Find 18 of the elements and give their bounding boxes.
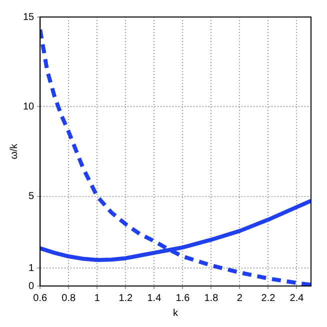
x-tick-label: 0.6 <box>33 292 48 304</box>
y-tick-label: 0 <box>28 280 35 292</box>
x-tick-label: 2.2 <box>261 292 276 304</box>
y-tick-label: 1 <box>28 262 35 274</box>
y-axis-title: ω/k <box>8 142 20 160</box>
x-tick-label: 2.4 <box>290 292 304 304</box>
line-series <box>40 28 311 286</box>
x-tick-label: 2 <box>236 292 243 304</box>
x-tick-label: 1.8 <box>204 292 219 304</box>
y-tick-label: 5 <box>28 191 35 202</box>
x-tick-label: 1.4 <box>147 292 162 304</box>
y-tick-label: 10 <box>23 101 35 112</box>
y-tick-label: 15 <box>23 12 35 23</box>
x-tick-label: 1.2 <box>118 292 134 304</box>
x-tick-label: 0.8 <box>62 292 76 304</box>
x-tick-label: 1.6 <box>176 292 190 304</box>
x-tick-label: 1 <box>94 292 100 304</box>
x-axis-title: k <box>173 308 180 319</box>
